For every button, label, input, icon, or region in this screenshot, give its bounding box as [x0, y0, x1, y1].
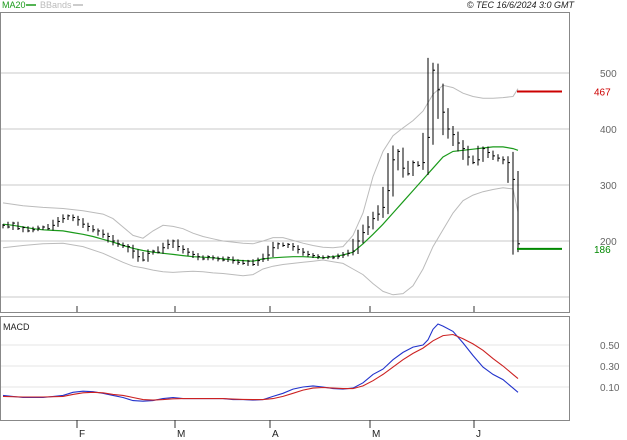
macd-y-tick-label: 0.30	[600, 362, 620, 373]
price-y-tick-label: 300	[600, 181, 617, 192]
macd-y-ticks: 0.50 0.30 0.10	[600, 341, 620, 394]
macd-y-tick-label: 0.50	[600, 341, 620, 352]
price-y-ticks: 500 400 300 200	[600, 69, 617, 248]
price-grid	[1, 72, 569, 298]
x-tick-label: J	[476, 429, 481, 440]
legend-bbands-label: BBands	[40, 0, 72, 10]
legend-ma20-label: MA20	[2, 0, 26, 10]
price-y-tick-label: 200	[600, 237, 617, 248]
bbands-upper-line	[2, 84, 519, 249]
macd-line	[2, 323, 519, 402]
bbands-lower-line	[2, 187, 519, 296]
resistance-label: 467	[594, 87, 611, 98]
macd-panel	[0, 316, 570, 421]
price-bars	[2, 57, 520, 266]
signal-line	[2, 333, 519, 401]
price-y-tick-label: 500	[600, 69, 617, 80]
support-label: 186	[594, 245, 611, 256]
price-panel	[0, 12, 570, 313]
macd-y-tick-label: 0.10	[600, 383, 620, 394]
price-y-tick-label: 400	[600, 125, 617, 136]
x-tick-label: A	[272, 429, 279, 440]
macd-lines	[2, 323, 519, 402]
x-tick-label: M	[177, 429, 185, 440]
x-tick-label: M	[372, 429, 380, 440]
macd-title: MACD	[3, 322, 30, 332]
copyright-text: © TEC 16/6/2024 3:0 GMT	[467, 0, 576, 10]
bollinger-bands	[2, 84, 519, 296]
legend: MA20 BBands	[2, 0, 83, 10]
x-tick-label: F	[79, 429, 85, 440]
price-levels: 467 186	[517, 87, 611, 256]
